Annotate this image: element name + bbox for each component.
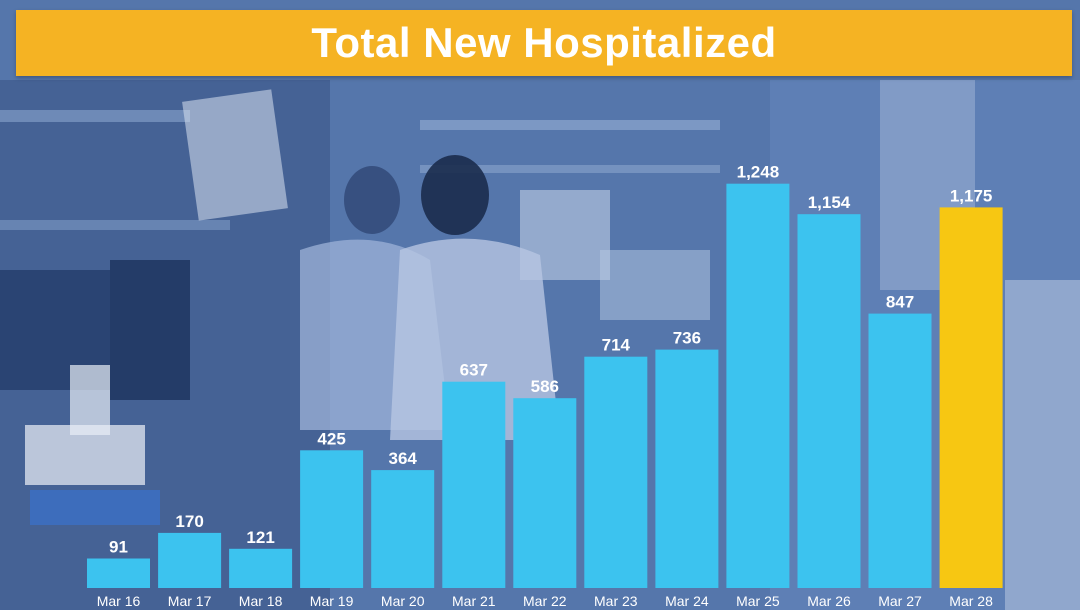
bar-value-label: 847 <box>886 293 914 312</box>
bar-mar-25 <box>726 183 790 588</box>
x-tick-label: Mar 23 <box>594 593 638 609</box>
x-tick-label: Mar 22 <box>523 593 567 609</box>
x-tick-label: Mar 18 <box>239 593 283 609</box>
bar-mar-22 <box>513 398 577 588</box>
bar-mar-19 <box>300 450 364 588</box>
bar-mar-17 <box>158 532 222 588</box>
bar-value-label: 1,175 <box>950 186 993 205</box>
x-tick-label: Mar 27 <box>878 593 922 609</box>
bar-mar-27 <box>868 313 932 588</box>
x-tick-label: Mar 17 <box>168 593 212 609</box>
bar-mar-26 <box>797 214 861 588</box>
bar-mar-16 <box>87 558 150 588</box>
bar-mar-24 <box>655 349 719 588</box>
x-tick-label: Mar 24 <box>665 593 709 609</box>
bar-value-label: 736 <box>673 329 701 348</box>
bar-value-label: 121 <box>246 528 274 547</box>
bar-mar-18 <box>229 548 293 588</box>
chart-title: Total New Hospitalized <box>311 19 777 66</box>
x-tick-label: Mar 20 <box>381 593 425 609</box>
bar-value-label: 91 <box>109 538 128 557</box>
bar-value-label: 425 <box>317 429 345 448</box>
bar-value-label: 364 <box>389 449 418 468</box>
bar-value-label: 1,248 <box>737 163 780 182</box>
bar-mar-23 <box>584 356 648 588</box>
bar-value-label: 1,154 <box>808 193 851 212</box>
x-tick-label: Mar 19 <box>310 593 354 609</box>
title-banner: Total New Hospitalized <box>16 10 1072 76</box>
bar-value-label: 170 <box>175 512 203 531</box>
bar-mar-28 <box>939 207 1003 588</box>
x-tick-label: Mar 26 <box>807 593 851 609</box>
x-tick-label: Mar 28 <box>949 593 993 609</box>
x-tick-label: Mar 21 <box>452 593 496 609</box>
bar-mar-20 <box>371 470 435 588</box>
bar-value-label: 714 <box>602 336 631 355</box>
bar-value-label: 586 <box>531 377 559 396</box>
bar-value-label: 637 <box>460 361 488 380</box>
bar-mar-21 <box>442 381 506 588</box>
x-tick-label: Mar 16 <box>97 593 141 609</box>
x-tick-label: Mar 25 <box>736 593 780 609</box>
